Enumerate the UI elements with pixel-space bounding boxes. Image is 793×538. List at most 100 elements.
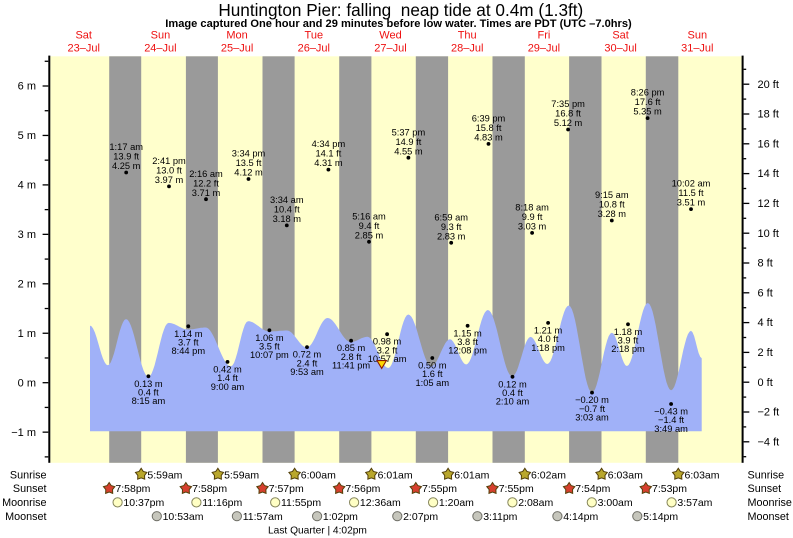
svg-text:5.35 m: 5.35 m bbox=[633, 107, 662, 117]
svg-text:Moonset: Moonset bbox=[5, 511, 46, 523]
svg-text:Tue: Tue bbox=[305, 30, 324, 42]
svg-text:11:55pm: 11:55pm bbox=[281, 497, 321, 509]
svg-text:2.4 ft: 2.4 ft bbox=[297, 358, 318, 368]
svg-text:10:02 am: 10:02 am bbox=[672, 179, 711, 189]
svg-text:14 ft: 14 ft bbox=[758, 168, 779, 180]
svg-text:Sat: Sat bbox=[75, 30, 92, 42]
svg-text:3.8 ft: 3.8 ft bbox=[457, 337, 478, 347]
svg-text:2:16 am: 2:16 am bbox=[189, 169, 223, 179]
svg-text:Image captured One hour and 29: Image captured One hour and 29 minutes b… bbox=[165, 18, 632, 30]
svg-text:7:53pm: 7:53pm bbox=[652, 483, 687, 495]
svg-text:3 m: 3 m bbox=[18, 229, 36, 241]
svg-text:12:08 pm: 12:08 pm bbox=[448, 346, 487, 356]
svg-text:0.4 ft: 0.4 ft bbox=[502, 388, 523, 398]
svg-text:6:01am: 6:01am bbox=[378, 469, 413, 481]
svg-text:2:10 am: 2:10 am bbox=[496, 397, 530, 407]
svg-text:4.55 m: 4.55 m bbox=[394, 146, 423, 156]
svg-text:1 m: 1 m bbox=[18, 328, 36, 340]
svg-text:1:02pm: 1:02pm bbox=[323, 511, 358, 523]
svg-text:Sat: Sat bbox=[612, 30, 629, 42]
svg-text:4.25 m: 4.25 m bbox=[112, 161, 141, 171]
svg-text:25–Jul: 25–Jul bbox=[221, 43, 253, 55]
svg-text:9.4 ft: 9.4 ft bbox=[359, 221, 380, 231]
svg-text:3.7 ft: 3.7 ft bbox=[178, 338, 199, 348]
svg-text:6 ft: 6 ft bbox=[758, 287, 773, 299]
svg-text:1:20am: 1:20am bbox=[439, 497, 474, 509]
svg-text:13.0 ft: 13.0 ft bbox=[156, 166, 182, 176]
svg-text:0.72 m: 0.72 m bbox=[293, 350, 322, 360]
svg-text:6:59 am: 6:59 am bbox=[434, 212, 468, 222]
svg-text:28–Jul: 28–Jul bbox=[451, 43, 483, 55]
svg-text:0 m: 0 m bbox=[18, 377, 36, 389]
svg-text:12.2 ft: 12.2 ft bbox=[193, 178, 219, 188]
svg-text:5:14pm: 5:14pm bbox=[643, 511, 678, 523]
svg-text:5:16 am: 5:16 am bbox=[352, 211, 386, 221]
svg-text:Fri: Fri bbox=[537, 30, 550, 42]
svg-text:2.8 ft: 2.8 ft bbox=[341, 352, 362, 362]
svg-text:7:54pm: 7:54pm bbox=[575, 483, 610, 495]
svg-text:7:35 pm: 7:35 pm bbox=[551, 99, 585, 109]
svg-text:11:16pm: 11:16pm bbox=[202, 497, 242, 509]
svg-text:9.9 ft: 9.9 ft bbox=[522, 212, 543, 222]
svg-text:Thu: Thu bbox=[458, 30, 477, 42]
svg-text:3:34 pm: 3:34 pm bbox=[232, 149, 266, 159]
svg-text:Sun: Sun bbox=[151, 30, 171, 42]
svg-text:3.28 m: 3.28 m bbox=[598, 209, 627, 219]
svg-text:9:15 am: 9:15 am bbox=[595, 190, 629, 200]
svg-text:0.50 m: 0.50 m bbox=[418, 361, 447, 371]
svg-text:1.6 ft: 1.6 ft bbox=[422, 369, 443, 379]
svg-text:−0.20 m: −0.20 m bbox=[575, 395, 609, 405]
svg-text:3:11pm: 3:11pm bbox=[483, 511, 517, 523]
svg-text:14.9 ft: 14.9 ft bbox=[395, 137, 421, 147]
svg-text:17.6 ft: 17.6 ft bbox=[635, 97, 661, 107]
svg-text:7:55pm: 7:55pm bbox=[422, 483, 457, 495]
svg-text:6:01am: 6:01am bbox=[454, 469, 489, 481]
svg-text:5:37 pm: 5:37 pm bbox=[392, 127, 426, 137]
svg-text:0.12 m: 0.12 m bbox=[498, 379, 527, 389]
svg-text:Sun: Sun bbox=[688, 30, 708, 42]
svg-text:1.15 m: 1.15 m bbox=[453, 328, 482, 338]
svg-text:−2 ft: −2 ft bbox=[758, 407, 780, 419]
svg-text:20 ft: 20 ft bbox=[758, 79, 779, 91]
svg-text:7:56pm: 7:56pm bbox=[345, 483, 380, 495]
svg-text:6:03am: 6:03am bbox=[608, 469, 643, 481]
svg-text:6:39 pm: 6:39 pm bbox=[472, 114, 506, 124]
svg-text:26–Jul: 26–Jul bbox=[298, 43, 330, 55]
svg-text:29–Jul: 29–Jul bbox=[528, 43, 560, 55]
svg-text:Wed: Wed bbox=[379, 30, 401, 42]
svg-text:5.12 m: 5.12 m bbox=[554, 118, 583, 128]
svg-text:10.4 ft: 10.4 ft bbox=[274, 205, 300, 215]
svg-text:1.14 m: 1.14 m bbox=[174, 329, 203, 339]
svg-text:1.06 m: 1.06 m bbox=[255, 333, 284, 343]
svg-text:10:53am: 10:53am bbox=[163, 511, 204, 523]
svg-text:3.71 m: 3.71 m bbox=[192, 188, 221, 198]
svg-text:3:34 am: 3:34 am bbox=[270, 195, 304, 205]
svg-text:9:53 am: 9:53 am bbox=[290, 367, 324, 377]
svg-text:7:58pm: 7:58pm bbox=[115, 483, 150, 495]
svg-text:Moonset: Moonset bbox=[748, 511, 789, 523]
svg-text:3:03 am: 3:03 am bbox=[575, 413, 609, 423]
svg-text:4.0 ft: 4.0 ft bbox=[538, 334, 559, 344]
svg-text:6:00am: 6:00am bbox=[301, 469, 336, 481]
svg-text:18 ft: 18 ft bbox=[758, 109, 779, 121]
svg-text:2:07pm: 2:07pm bbox=[403, 511, 438, 523]
svg-text:4.12 m: 4.12 m bbox=[234, 168, 263, 178]
svg-text:Last Quarter | 4:02pm: Last Quarter | 4:02pm bbox=[268, 525, 367, 536]
svg-text:4 m: 4 m bbox=[18, 180, 36, 192]
svg-text:16 ft: 16 ft bbox=[758, 138, 779, 150]
svg-text:0.13 m: 0.13 m bbox=[134, 379, 163, 389]
svg-text:13.9 ft: 13.9 ft bbox=[113, 152, 139, 162]
svg-text:1.18 m: 1.18 m bbox=[614, 327, 643, 337]
svg-text:3.97 m: 3.97 m bbox=[155, 175, 184, 185]
svg-text:3.5 ft: 3.5 ft bbox=[259, 342, 280, 352]
svg-text:Mon: Mon bbox=[226, 30, 247, 42]
svg-text:−4 ft: −4 ft bbox=[758, 436, 780, 448]
svg-text:0.85 m: 0.85 m bbox=[337, 343, 366, 353]
svg-text:11:57am: 11:57am bbox=[243, 511, 283, 523]
svg-text:2.85 m: 2.85 m bbox=[355, 230, 384, 240]
svg-text:10:37pm: 10:37pm bbox=[123, 497, 164, 509]
svg-text:1.21 m: 1.21 m bbox=[534, 325, 563, 335]
svg-text:5 m: 5 m bbox=[18, 130, 36, 142]
svg-text:23–Jul: 23–Jul bbox=[67, 43, 99, 55]
svg-text:5:59am: 5:59am bbox=[224, 469, 259, 481]
